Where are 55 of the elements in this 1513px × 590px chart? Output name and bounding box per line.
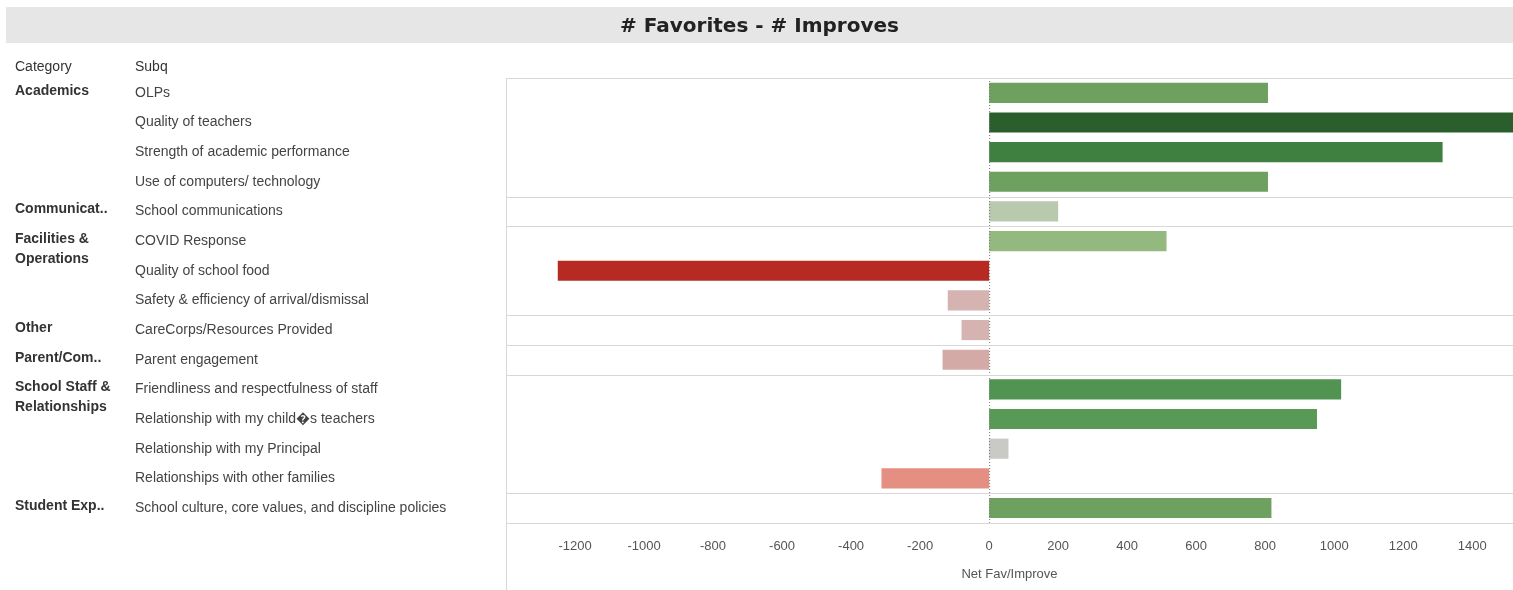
text: Parent/Com.. <box>15 348 102 365</box>
y-tick-label: Quality of school food <box>135 261 270 278</box>
y-tick-label: Quality of teachers <box>135 113 252 130</box>
bar <box>989 82 1268 103</box>
x-tick-label: -800 <box>700 538 727 554</box>
x-tick-label: 800 <box>1254 538 1277 554</box>
x-tick-label: 600 <box>1185 538 1208 554</box>
y-tick-label: Parent engagement <box>135 350 259 367</box>
x-tick-label: -200 <box>907 538 934 554</box>
y-tick-label: Friendliness and respectfulness of staff <box>135 380 378 397</box>
bar <box>989 379 1342 400</box>
x-tick-label: -1200 <box>558 538 592 554</box>
text: Other <box>15 318 53 335</box>
y-tick-label: Relationship with my Principal <box>135 439 321 456</box>
bar <box>989 201 1059 222</box>
bar <box>989 112 1513 133</box>
bar <box>989 231 1167 252</box>
bar <box>942 349 990 370</box>
bar <box>989 497 1272 519</box>
x-tick-label: 1000 <box>1319 538 1349 554</box>
y-tick-label: COVID Response <box>135 231 247 248</box>
text: Communicat.. <box>15 200 108 217</box>
y-tick-label: Relationship with my child�s teachers <box>135 409 375 426</box>
text: Category <box>15 57 72 74</box>
x-tick-label: -600 <box>769 538 796 554</box>
x-tick-label: -1000 <box>627 538 661 554</box>
text: School Staff & Relationships <box>15 378 111 415</box>
x-tick-label: 200 <box>1047 538 1070 554</box>
y-axis-title: Subq <box>135 57 168 74</box>
bar <box>989 438 1009 459</box>
y-tick-label: Use of computers/ technology <box>135 172 321 189</box>
text: Facilities & Operations <box>15 229 90 266</box>
x-tick-label: 400 <box>1116 538 1139 554</box>
y-tick-label: OLPs <box>135 83 171 100</box>
chart-title: # Favorites - # Improves <box>6 7 1513 43</box>
y-tick-label: Strength of academic performance <box>135 142 350 159</box>
bar <box>947 290 990 311</box>
bar <box>989 408 1317 430</box>
bar <box>881 468 990 489</box>
bar <box>989 142 1443 163</box>
y-tick-label: Safety & efficiency of arrival/dismissal <box>135 291 369 308</box>
y-tick-label: School culture, core values, and discipline policies <box>135 498 447 515</box>
x-tick-label: 1400 <box>1457 538 1487 554</box>
y-tick-label: Relationships with other families <box>135 469 335 486</box>
y-tick-label: CareCorps/Resources Provided <box>135 320 333 337</box>
x-tick-label: 0 <box>985 538 993 554</box>
y-tick-label: School communications <box>135 202 283 219</box>
bar <box>557 260 990 281</box>
text: Student Exp.. <box>15 496 105 513</box>
bar <box>961 319 990 341</box>
x-tick-label: 1200 <box>1388 538 1418 554</box>
bar <box>989 171 1268 192</box>
x-axis-title: Net Fav/Improve <box>961 565 1058 581</box>
x-tick-label: -400 <box>838 538 865 554</box>
text: Academics <box>15 81 90 98</box>
